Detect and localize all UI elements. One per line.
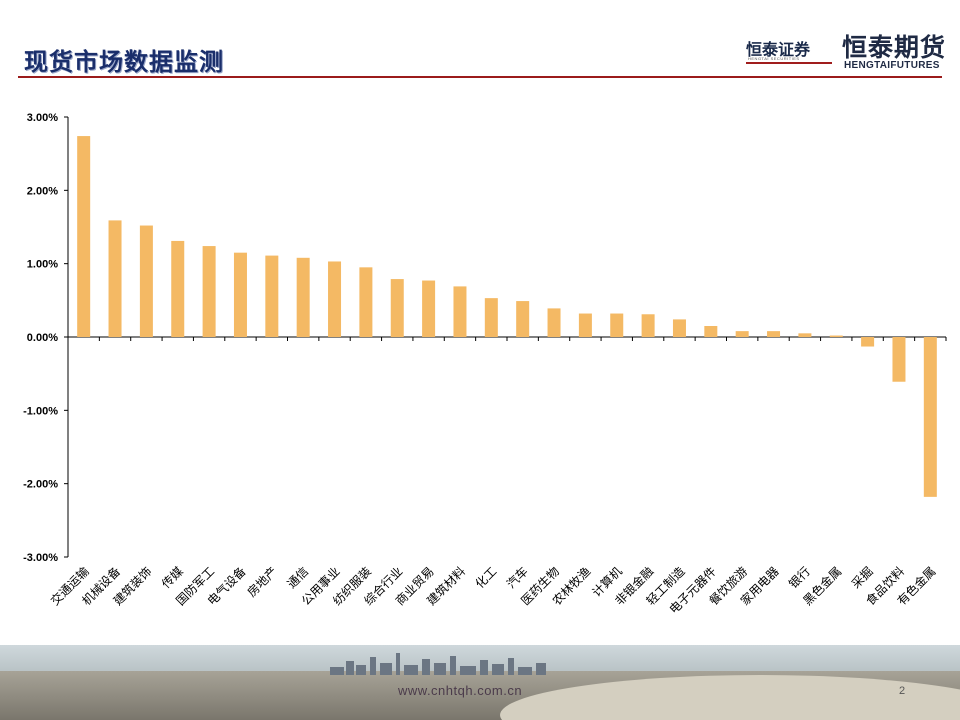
bar <box>171 240 185 337</box>
logo-left-underline <box>746 62 832 64</box>
bar <box>610 313 624 337</box>
header-rule <box>18 76 942 78</box>
bar <box>672 319 686 337</box>
city-skyline-image <box>330 653 560 675</box>
bar <box>923 337 937 497</box>
footer-banner <box>0 645 960 720</box>
y-tick-label: -3.00% <box>23 552 58 564</box>
page-number: 2 <box>899 685 906 697</box>
y-tick-label: -2.00% <box>23 479 58 491</box>
hengtai-futures-logo: 恒泰期货 HENGTAIFUTURES <box>842 28 954 72</box>
category-label: 汽车 <box>503 564 531 592</box>
bar <box>359 267 373 337</box>
category-label: 化工 <box>473 564 500 591</box>
category-label: 采掘 <box>848 564 876 592</box>
logo-left-sub: HENGTAI SECURITIES <box>748 56 800 61</box>
footer-url[interactable]: www.cnhtqh.com.cn <box>398 683 523 698</box>
y-tick-label: 0.00% <box>27 332 58 344</box>
bar-chart: 3.00%2.00%1.00%0.00%-1.00%-2.00%-3.00%交通… <box>23 112 947 617</box>
bar <box>641 314 655 337</box>
bar <box>516 301 530 337</box>
y-tick-label: 1.00% <box>27 259 58 271</box>
logo-left-name: 恒泰证券 <box>746 40 811 59</box>
bar <box>861 337 875 347</box>
bar <box>735 331 749 337</box>
logo-right-name: 恒泰期货 <box>842 33 947 62</box>
bar <box>296 257 310 337</box>
category-label: 房地产 <box>244 564 280 600</box>
category-label: 传媒 <box>158 564 186 592</box>
page-title: 现货市场数据监测 <box>24 48 224 76</box>
bar <box>328 261 342 337</box>
bar <box>233 252 247 337</box>
bar <box>422 280 436 337</box>
y-tick-label: 3.00% <box>27 112 58 124</box>
bar <box>547 308 561 337</box>
bar <box>484 298 498 337</box>
category-label: 银行 <box>786 564 813 591</box>
logo-right-sub: HENGTAIFUTURES <box>844 60 940 71</box>
bar <box>77 136 91 337</box>
bar <box>453 286 467 337</box>
bar <box>202 246 216 337</box>
bar <box>704 326 718 337</box>
y-tick-label: 2.00% <box>27 185 58 197</box>
y-tick-label: -1.00% <box>23 405 58 417</box>
bar <box>108 220 122 337</box>
bar <box>390 279 404 337</box>
bar <box>578 313 592 337</box>
bar <box>798 333 812 337</box>
bar <box>767 331 781 337</box>
bar <box>829 335 843 337</box>
category-label: 通信 <box>284 564 311 591</box>
bar <box>892 337 906 382</box>
bar <box>139 225 153 337</box>
bar <box>265 255 279 337</box>
hengtai-securities-logo: 恒泰证券 HENGTAI SECURITIES <box>746 36 834 66</box>
